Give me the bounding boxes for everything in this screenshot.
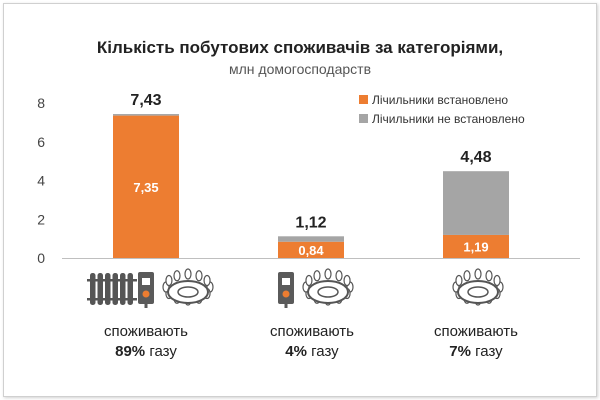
category-label-1-unit: газу <box>145 343 177 360</box>
bar-2-series-1 <box>278 241 344 258</box>
bar-3-series-1 <box>443 234 509 258</box>
bar-1-inner-label: 7,35 <box>133 180 158 195</box>
boiler-icon <box>278 272 294 308</box>
bar-2-series-2 <box>278 236 344 242</box>
bar-3-inner-label: 1,19 <box>463 239 488 254</box>
gas-burner-icon <box>162 268 214 306</box>
category-label-3-pct: 7% <box>449 343 471 360</box>
bar-3-series-2 <box>443 171 509 235</box>
chart-title: Кількість побутових споживачів за катего… <box>96 38 504 57</box>
bar-3-total-label: 4,48 <box>460 149 491 166</box>
legend-swatch-2 <box>359 114 368 123</box>
legend-swatch-1 <box>359 95 368 104</box>
gas-burner-icon <box>452 268 504 306</box>
bar-2-inner-label: 0,84 <box>298 243 324 258</box>
category-label-3: споживають 7% газу <box>406 322 546 362</box>
bar-1-series-1 <box>113 115 179 258</box>
chart-subtitle: млн домогосподарств <box>228 61 372 77</box>
legend-label-1: Лічильники встановлено <box>372 93 508 107</box>
y-tick-label-4: 4 <box>37 173 45 189</box>
category-label-2-line1: споживають <box>270 323 354 340</box>
category-label-3-line1: споживають <box>434 323 518 340</box>
bar-1-total-label: 7,43 <box>130 92 161 109</box>
category-label-1: споживають 89% газу <box>76 322 216 362</box>
category-label-2-pct: 4% <box>285 343 307 360</box>
category-label-2-unit: газу <box>306 343 339 360</box>
y-tick-label-0: 0 <box>37 250 45 266</box>
bar-2-total-label: 1,12 <box>295 214 326 231</box>
y-tick-label-6: 6 <box>37 134 45 150</box>
y-tick-label-8: 8 <box>37 95 45 111</box>
category-label-2: споживають 4% газу <box>242 322 382 362</box>
radiator-icon <box>87 273 137 305</box>
legend-label-2: Лічильники не встановлено <box>372 112 525 126</box>
category-label-1-pct: 89% <box>115 343 146 360</box>
category-label-1-line1: споживають <box>104 323 188 340</box>
boiler-icon <box>138 272 154 308</box>
category-label-3-unit: газу <box>470 343 503 360</box>
bar-1-series-2 <box>113 114 179 116</box>
y-tick-label-2: 2 <box>37 211 45 227</box>
gas-burner-icon <box>302 268 354 306</box>
